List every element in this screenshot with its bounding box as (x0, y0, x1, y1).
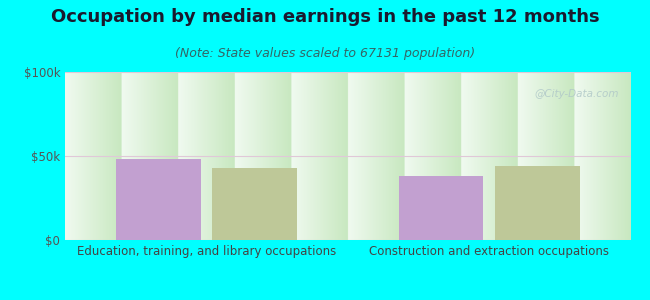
Text: @City-Data.com: @City-Data.com (535, 89, 619, 99)
Bar (495, 166, 580, 240)
Text: (Note: State values scaled to 67131 population): (Note: State values scaled to 67131 popu… (175, 46, 475, 59)
Legend: 67131, Kansas: 67131, Kansas (243, 295, 452, 300)
Bar (212, 168, 297, 240)
Bar (116, 159, 201, 240)
Text: Occupation by median earnings in the past 12 months: Occupation by median earnings in the pas… (51, 8, 599, 26)
Bar (398, 176, 484, 240)
